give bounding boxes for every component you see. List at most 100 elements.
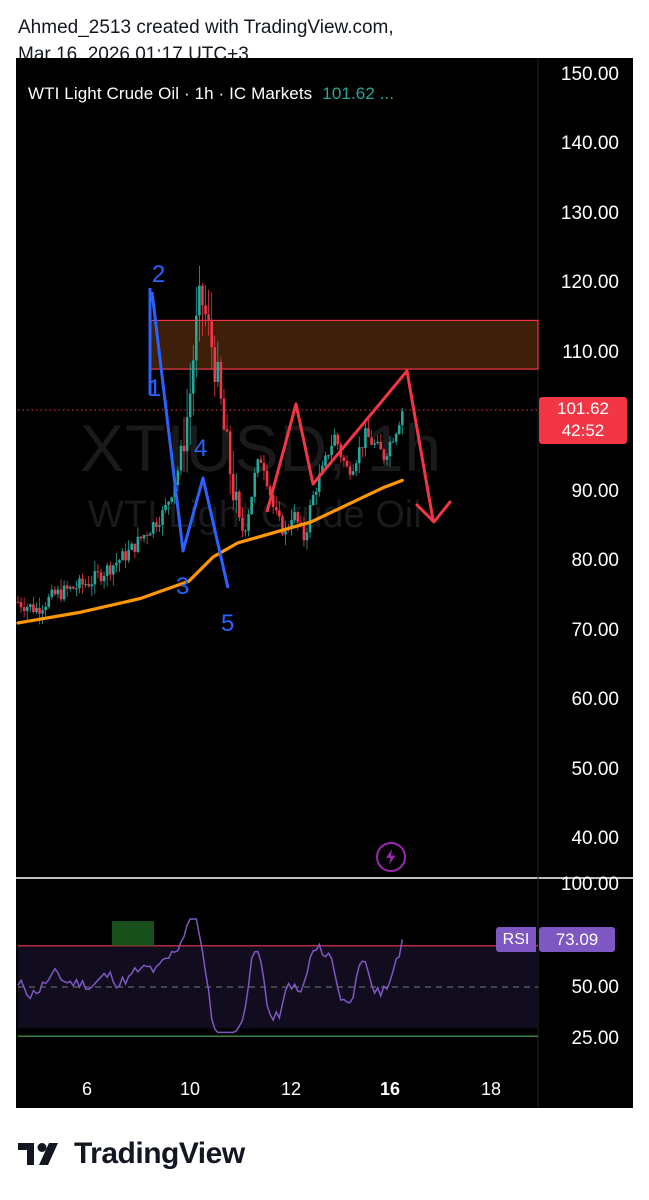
candle-body — [28, 604, 32, 607]
candle-body — [210, 319, 213, 348]
candle-body — [124, 551, 127, 561]
candle-body — [373, 443, 376, 445]
rsi-tick: 25.00 — [571, 1028, 619, 1049]
candle-body — [78, 578, 81, 589]
candle-body — [247, 514, 250, 531]
candle-body — [228, 431, 232, 474]
candle-body — [19, 602, 23, 608]
candle-body — [391, 441, 395, 443]
candle-body — [308, 505, 312, 533]
candle-body — [53, 589, 57, 595]
candle-body — [32, 604, 35, 613]
candle-body — [62, 585, 66, 600]
brand-name: TradingView — [74, 1137, 245, 1170]
candle-body — [38, 607, 41, 614]
candle-body — [361, 447, 364, 449]
author-line: Ahmed_2513 created with TradingView.com, — [18, 17, 394, 38]
candle-body — [314, 491, 318, 495]
candle-body — [250, 496, 253, 515]
candle-body — [148, 533, 152, 536]
candle-body — [324, 455, 327, 466]
candle-body — [161, 510, 164, 525]
time-tick: 10 — [180, 1079, 201, 1099]
symbol-bar[interactable]: WTI Light Crude Oil · 1h · IC Markets 101… — [28, 84, 394, 104]
candle-body — [188, 393, 192, 418]
candle-body — [139, 536, 143, 539]
candle-body — [22, 607, 26, 611]
rsi-tick: 50.00 — [571, 977, 619, 998]
candle-body — [35, 607, 38, 613]
moving-average-line — [16, 478, 404, 625]
candle-body — [222, 398, 226, 430]
candle-body — [262, 462, 266, 471]
tradingview-logo-mark — [18, 1143, 58, 1165]
candle-body — [136, 536, 140, 552]
price-tick: 110.00 — [562, 342, 619, 363]
candle-body — [317, 474, 321, 492]
symbol-price: 101.62 ... — [322, 84, 395, 103]
candle-body — [41, 610, 44, 614]
candle-body — [191, 360, 195, 394]
time-tick: 6 — [82, 1079, 93, 1099]
candle-body — [265, 470, 269, 487]
candle-body — [72, 586, 75, 589]
candle-body — [96, 571, 100, 573]
candle-body — [342, 457, 346, 461]
price-tick: 90.00 — [571, 481, 619, 502]
time-tick: 12 — [281, 1079, 302, 1099]
candle-body — [201, 285, 204, 306]
candle-body — [293, 512, 296, 520]
wave-label-2: 2 — [152, 261, 166, 288]
price-tick: 80.00 — [571, 550, 619, 571]
candle-body — [253, 472, 257, 497]
price-tick: 150.00 — [560, 64, 619, 85]
candle-body — [112, 565, 115, 575]
candle-body — [333, 434, 336, 446]
candle-body — [170, 497, 174, 502]
rsi-line — [17, 918, 404, 1034]
candle-body — [397, 425, 401, 434]
candle-body — [108, 565, 112, 575]
candle-body — [274, 507, 278, 511]
candle-body — [367, 428, 370, 438]
candle-body — [25, 606, 29, 611]
candle-body — [65, 585, 69, 589]
candle-body — [311, 494, 315, 506]
candle-body — [130, 543, 134, 550]
candle-body — [145, 535, 149, 537]
candle-body — [244, 530, 247, 532]
candle-body — [271, 495, 275, 508]
candle-body — [376, 441, 380, 444]
rsi-value: 73.09 — [539, 927, 615, 952]
lightning-icon[interactable] — [376, 842, 406, 872]
candle-body — [142, 535, 146, 539]
candle-body — [330, 445, 333, 456]
projection-line — [265, 369, 435, 521]
candle-body — [321, 465, 324, 475]
last-price: 101.62 — [557, 399, 609, 418]
rsi-tick: 100.00 — [560, 874, 619, 895]
candle-body — [56, 589, 60, 595]
candle-body — [234, 491, 238, 501]
candle-body — [133, 543, 137, 552]
candle-body — [198, 285, 201, 316]
candle-body — [195, 315, 198, 361]
candle-body — [345, 460, 349, 467]
candle-body — [115, 562, 118, 566]
symbol-name: WTI Light Crude Oil · 1h · IC Markets — [28, 84, 313, 103]
supply-zone — [149, 319, 539, 370]
candle-body — [284, 527, 287, 535]
candle-body — [213, 347, 217, 383]
candle-body — [354, 463, 358, 472]
candle-body — [81, 578, 84, 585]
candle-body — [87, 584, 91, 587]
candle-body — [296, 512, 300, 523]
candle-body — [216, 361, 220, 383]
candle-body — [225, 429, 229, 432]
candle-body — [155, 522, 158, 527]
candle-body — [219, 361, 223, 399]
candle-body — [357, 447, 361, 464]
time-tick: 16 — [380, 1079, 401, 1099]
time-tick: 18 — [481, 1079, 502, 1099]
